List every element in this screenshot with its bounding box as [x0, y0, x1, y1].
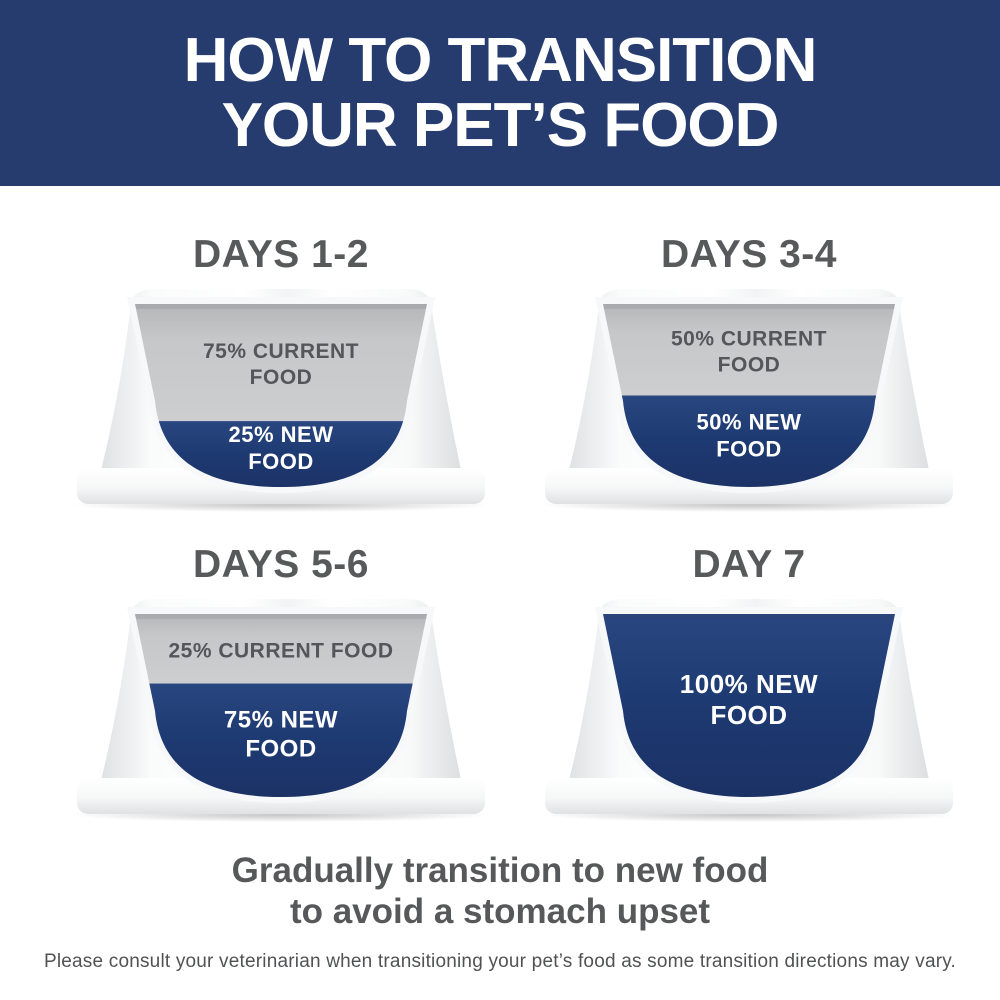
- page-title-line1: HOW TO TRANSITION: [183, 26, 818, 95]
- food-rim-shade: [603, 614, 895, 619]
- new-food-label: FOOD: [710, 700, 787, 730]
- page-title-line2: YOUR PET’S FOOD: [221, 91, 780, 160]
- bowl-title-days-5-6: DAYS 5-6: [193, 543, 369, 586]
- tagline-line2: to avoid a stomach upset: [289, 892, 711, 931]
- new-food-label: FOOD: [248, 449, 314, 474]
- current-food-fill: [603, 304, 895, 396]
- food-rim-shade: [603, 304, 895, 309]
- new-food-label: 25% NEW: [229, 422, 334, 447]
- new-food-fill: [603, 614, 895, 797]
- new-food-label: 100% NEW: [680, 669, 818, 699]
- new-food-label: 75% NEW: [224, 706, 338, 733]
- food-rim-shade: [135, 304, 427, 309]
- food-rim-shade: [135, 614, 427, 619]
- disclaimer-text: Please consult your veterinarian when tr…: [43, 951, 957, 972]
- bowl-title-days-3-4: DAYS 3-4: [661, 233, 837, 276]
- new-food-label: FOOD: [716, 436, 782, 461]
- title-banner: HOW TO TRANSITION YOUR PET’S FOOD: [0, 0, 1000, 186]
- current-food-label: FOOD: [718, 353, 781, 376]
- current-food-label: 50% CURRENT: [671, 327, 827, 350]
- new-food-label: 50% NEW: [697, 409, 802, 434]
- current-food-label: 25% CURRENT FOOD: [168, 639, 393, 662]
- current-food-label: FOOD: [250, 366, 313, 389]
- current-food-label: 75% CURRENT: [203, 340, 359, 363]
- bowl-title-day-7: DAY 7: [692, 543, 806, 586]
- current-food-fill: [135, 304, 427, 422]
- current-food-fill: [135, 614, 427, 684]
- new-food-label: FOOD: [245, 735, 316, 762]
- tagline-line1: Gradually transition to new food: [231, 851, 769, 890]
- bowl-title-days-1-2: DAYS 1-2: [193, 233, 369, 276]
- tagline: Gradually transition to new food to avoi…: [0, 850, 1000, 932]
